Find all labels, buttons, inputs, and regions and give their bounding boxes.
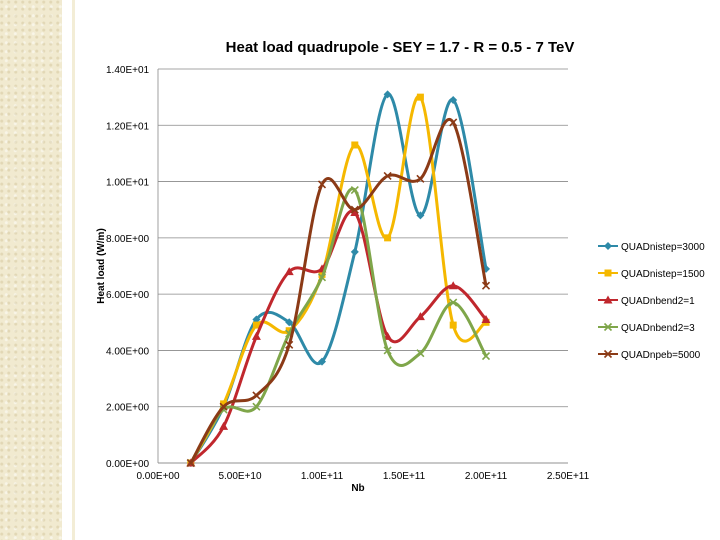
legend-label: QUADnbend2=3 <box>621 323 695 334</box>
y-tick-label: 4.00E+00 <box>106 346 150 357</box>
y-tick-label: 6.00E+00 <box>106 290 150 301</box>
data-point <box>449 298 458 307</box>
data-point <box>186 458 195 468</box>
data-point <box>350 247 359 256</box>
series-5 <box>186 118 491 468</box>
data-point <box>351 141 359 149</box>
data-point <box>317 180 327 189</box>
series-line <box>189 118 488 464</box>
legend-marker <box>603 295 613 304</box>
legend-entry: QUADnbend2=3 <box>598 322 695 334</box>
data-point <box>415 312 425 321</box>
data-point <box>285 340 294 349</box>
data-point <box>416 174 425 183</box>
legend-label: QUADnbend2=1 <box>621 296 695 307</box>
x-tick-label: 5.00E+10 <box>218 471 262 482</box>
x-tick-labels: 0.00E+00 5.00E+10 1.00E+11 1.50E+11 2.00E+11… <box>136 471 589 482</box>
legend-marker <box>604 242 612 250</box>
x-tick-label: 2.00E+11 <box>465 471 508 482</box>
x-tick-label: 1.50E+11 <box>383 471 426 482</box>
series-line <box>189 209 488 465</box>
y-tick-label: 2.00E+00 <box>106 403 150 414</box>
legend-label: QUADnistep=1500 <box>621 269 705 280</box>
axes <box>157 69 568 464</box>
series-lines <box>186 90 491 468</box>
legend-label: QUADnpeb=5000 <box>621 350 701 361</box>
y-tick-labels: 0.00E+00 2.00E+00 4.00E+00 6.00E+00 8.00E+00… <box>106 65 150 470</box>
data-point <box>383 90 392 99</box>
legend-entry: QUADnistep=3000 <box>598 242 705 253</box>
data-point <box>481 281 491 290</box>
legend-label: QUADnistep=3000 <box>621 242 705 253</box>
decorative-texture-strip <box>0 0 62 540</box>
data-point <box>350 208 360 217</box>
x-tick-label: 1.00E+11 <box>301 471 344 482</box>
y-tick-label: 0.00E+00 <box>106 459 150 470</box>
data-point <box>449 321 457 329</box>
legend-entry: QUADnpeb=5000 <box>598 349 701 361</box>
data-point <box>481 351 491 361</box>
data-point <box>449 118 458 127</box>
series-3 <box>186 208 491 467</box>
x-axis-label: Nb <box>351 483 364 494</box>
x-tick-label: 0.00E+00 <box>136 471 180 482</box>
data-point <box>350 205 359 214</box>
data-point <box>252 315 261 324</box>
series-line <box>189 92 488 464</box>
data-point <box>416 349 425 358</box>
data-point <box>383 346 392 355</box>
y-tick-label: 8.00E+00 <box>106 234 150 245</box>
data-point <box>383 171 392 181</box>
data-point <box>416 93 424 101</box>
data-point <box>318 357 326 366</box>
series-4 <box>186 185 491 468</box>
legend-marker <box>604 269 612 277</box>
chart-title: Heat load quadrupole - SEY = 1.7 - R = 0… <box>226 39 575 56</box>
data-point <box>284 267 294 276</box>
decorative-divider-line <box>72 0 75 540</box>
data-point <box>220 400 228 408</box>
legend: QUADnistep=3000 QUADnistep=1500 QUADnbend2… <box>598 242 705 361</box>
data-point <box>252 402 261 411</box>
data-point <box>416 211 425 220</box>
data-point <box>252 321 260 329</box>
data-point <box>448 281 458 290</box>
data-point <box>219 402 228 411</box>
legend-entry: QUADnbend2=1 <box>598 295 695 307</box>
data-point <box>219 421 229 430</box>
data-point <box>285 318 294 327</box>
y-axis-label: Heat load (W/m) <box>96 228 107 304</box>
data-point <box>251 331 261 340</box>
legend-marker <box>603 322 613 332</box>
data-point <box>350 185 359 195</box>
data-point <box>449 95 458 104</box>
data-point <box>384 234 392 242</box>
grid-lines <box>158 68 568 464</box>
data-point <box>481 314 491 323</box>
y-tick-label: 1.40E+01 <box>106 65 150 76</box>
legend-marker <box>603 349 613 359</box>
data-point <box>317 273 327 282</box>
legend-entry: QUADnistep=1500 <box>598 269 705 280</box>
y-tick-label: 1.20E+01 <box>106 121 150 132</box>
series-2 <box>187 93 490 467</box>
data-point <box>252 391 261 400</box>
x-tick-label: 2.50E+11 <box>547 471 590 482</box>
y-tick-label: 1.00E+01 <box>106 178 150 189</box>
